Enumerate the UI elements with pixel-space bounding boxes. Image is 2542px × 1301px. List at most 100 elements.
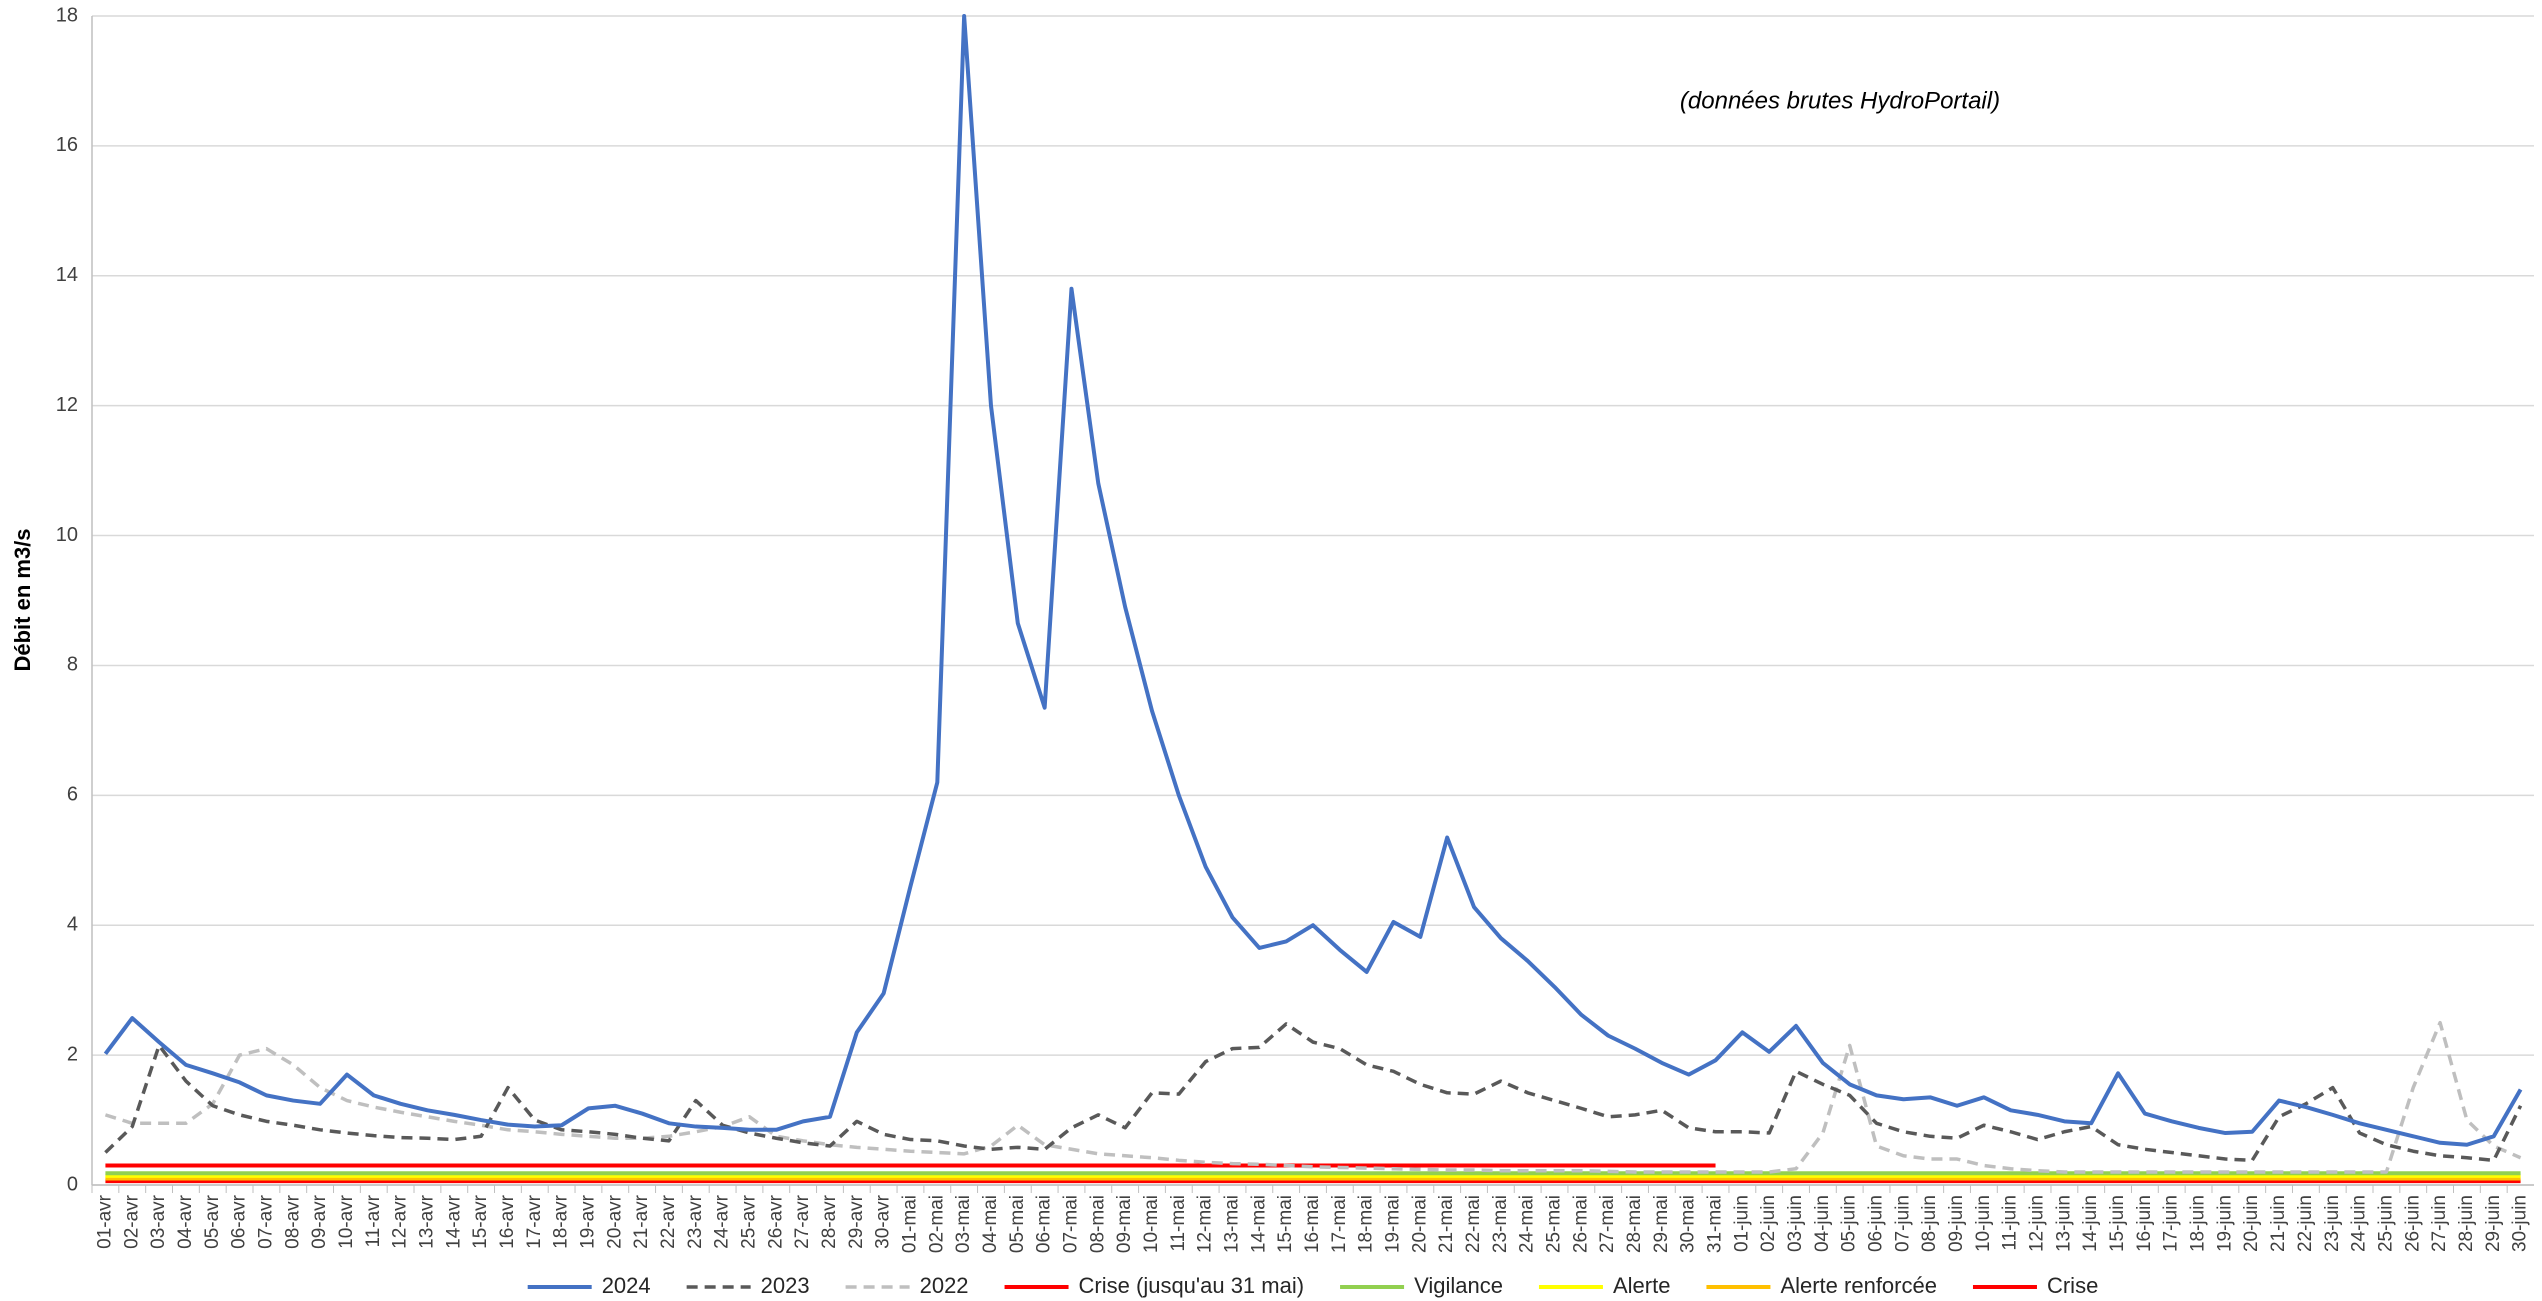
x-tick-label: 22-avr	[658, 1194, 679, 1249]
x-tick-label: 15-mai	[1275, 1195, 1296, 1253]
x-tick-label: 06-mai	[1034, 1195, 1055, 1253]
x-tick-label: 09-avr	[309, 1194, 330, 1249]
x-tick-label: 13-mai	[1222, 1195, 1243, 1253]
legend-label: 2023	[761, 1273, 810, 1298]
x-tick-label: 20-mai	[1409, 1195, 1430, 1253]
x-tick-label: 24-juin	[2349, 1195, 2370, 1252]
x-tick-label: 12-juin	[2027, 1195, 2048, 1252]
x-tick-label: 02-mai	[926, 1195, 947, 1253]
x-tick-label: 03-avr	[148, 1194, 169, 1249]
series-line	[104, 1020, 2522, 1174]
y-tick-label: 2	[67, 1043, 78, 1065]
x-tick-label: 09-juin	[1946, 1195, 1967, 1252]
x-tick-label: 11-mai	[1168, 1195, 1189, 1252]
x-tick-label: 04-mai	[980, 1195, 1001, 1253]
x-tick-label: 17-juin	[2161, 1195, 2182, 1252]
x-tick-label: 19-mai	[1383, 1195, 1404, 1253]
annotation: (données brutes HydroPortail)	[1680, 87, 2000, 114]
x-tick-label: 19-juin	[2214, 1195, 2235, 1252]
x-tick-label: 28-avr	[819, 1194, 840, 1249]
x-tick-label: 17-avr	[524, 1194, 545, 1249]
x-tick-label: 11-juin	[2000, 1195, 2021, 1251]
x-tick-label: 30-juin	[2510, 1195, 2531, 1252]
x-tick-label: 15-avr	[470, 1194, 491, 1249]
x-tick-label: 20-juin	[2241, 1195, 2262, 1252]
x-tick-label: 13-avr	[416, 1194, 437, 1249]
x-tick-label: 29-avr	[846, 1194, 867, 1249]
x-tick-label: 07-avr	[255, 1194, 276, 1249]
x-tick-label: 16-juin	[2134, 1195, 2155, 1252]
legend-label: Vigilance	[1414, 1273, 1503, 1298]
legend-label: Alerte renforcée	[1780, 1273, 1937, 1298]
x-tick-label: 18-avr	[551, 1194, 572, 1249]
x-tick-label: 20-avr	[604, 1194, 625, 1249]
x-tick-label: 28-juin	[2456, 1195, 2477, 1252]
x-tick-label: 25-juin	[2375, 1195, 2396, 1252]
x-tick-label: 14-mai	[1248, 1195, 1269, 1253]
y-tick-label: 18	[56, 4, 78, 26]
x-tick-label: 30-avr	[873, 1194, 894, 1249]
y-tick-label: 8	[67, 654, 78, 676]
x-tick-label: 23-avr	[685, 1194, 706, 1249]
y-tick-label: 0	[67, 1173, 78, 1195]
x-tick-label: 16-avr	[497, 1194, 518, 1249]
legend: 2024 2023 2022 Crise (jusqu'au 31 mai) Vigil…	[527, 1273, 2098, 1298]
x-tick-label: 10-avr	[336, 1194, 357, 1249]
x-tick-label: 26-mai	[1570, 1195, 1591, 1253]
x-tick-label: 15-juin	[2107, 1195, 2128, 1252]
x-tick-label: 02-juin	[1758, 1195, 1779, 1252]
x-tick-label: 19-avr	[577, 1194, 598, 1249]
legend-label: 2024	[602, 1273, 651, 1298]
x-tick-label: 18-juin	[2188, 1195, 2209, 1252]
y-tick-label: 6	[67, 784, 78, 806]
x-tick-label: 21-mai	[1436, 1195, 1457, 1253]
legend-label: 2022	[920, 1273, 969, 1298]
x-tick-label: 01-mai	[899, 1195, 920, 1253]
x-tick-label: 04-juin	[1812, 1195, 1833, 1252]
x-tick-label: 06-juin	[1866, 1195, 1887, 1252]
x-tick-label: 04-avr	[175, 1194, 196, 1249]
x-tick-label: 02-avr	[121, 1194, 142, 1249]
x-tick-label: 13-juin	[2053, 1195, 2074, 1252]
x-tick-label: 26-avr	[765, 1194, 786, 1249]
x-tick-label: 17-mai	[1329, 1195, 1350, 1253]
x-tick-label: 01-juin	[1731, 1195, 1752, 1252]
series-line	[103, 14, 2523, 1147]
x-tick-label: 05-mai	[1007, 1195, 1028, 1253]
x-tick-label: 12-mai	[1195, 1195, 1216, 1253]
x-tick-label: 06-avr	[229, 1194, 250, 1249]
x-tick-label: 10-juin	[1973, 1195, 1994, 1252]
x-tick-label: 12-avr	[390, 1194, 411, 1249]
x-tick-label: 22-mai	[1463, 1195, 1484, 1253]
x-tick-label: 16-mai	[1302, 1195, 1323, 1253]
x-tick-label: 28-mai	[1624, 1195, 1645, 1253]
x-tick-label: 08-mai	[1087, 1195, 1108, 1253]
x-tick-label: 26-juin	[2402, 1195, 2423, 1252]
x-tick-label: 08-avr	[282, 1194, 303, 1249]
x-tick-label: 21-avr	[631, 1194, 652, 1249]
y-tick-label: 10	[56, 524, 78, 546]
y-axis-label: Débit en m3/s	[10, 528, 35, 671]
y-tick-label: 4	[67, 914, 78, 936]
x-tick-label: 29-mai	[1651, 1195, 1672, 1253]
x-tick-label: 25-avr	[738, 1194, 759, 1249]
x-tick-label: 05-juin	[1839, 1195, 1860, 1252]
y-tick-label: 12	[56, 394, 78, 416]
legend-label: Alerte	[1613, 1273, 1670, 1298]
x-tick-label: 09-mai	[1114, 1195, 1135, 1253]
x-tick-label: 14-avr	[443, 1194, 464, 1249]
x-tick-label: 03-juin	[1785, 1195, 1806, 1252]
x-tick-label: 24-mai	[1517, 1195, 1538, 1253]
x-tick-label: 21-juin	[2268, 1195, 2289, 1252]
x-tick-label: 23-mai	[1490, 1195, 1511, 1253]
x-tick-label: 30-mai	[1678, 1195, 1699, 1253]
x-tick-label: 29-juin	[2483, 1195, 2504, 1252]
x-tick-label: 27-juin	[2429, 1195, 2450, 1252]
x-tick-label: 03-mai	[953, 1195, 974, 1253]
x-tick-label: 07-juin	[1892, 1195, 1913, 1252]
x-tick-label: 25-mai	[1544, 1195, 1565, 1253]
legend-label: Crise (jusqu'au 31 mai)	[1079, 1273, 1305, 1298]
x-tick-label: 11-avr	[363, 1194, 384, 1247]
legend-label: Crise	[2047, 1273, 2098, 1298]
